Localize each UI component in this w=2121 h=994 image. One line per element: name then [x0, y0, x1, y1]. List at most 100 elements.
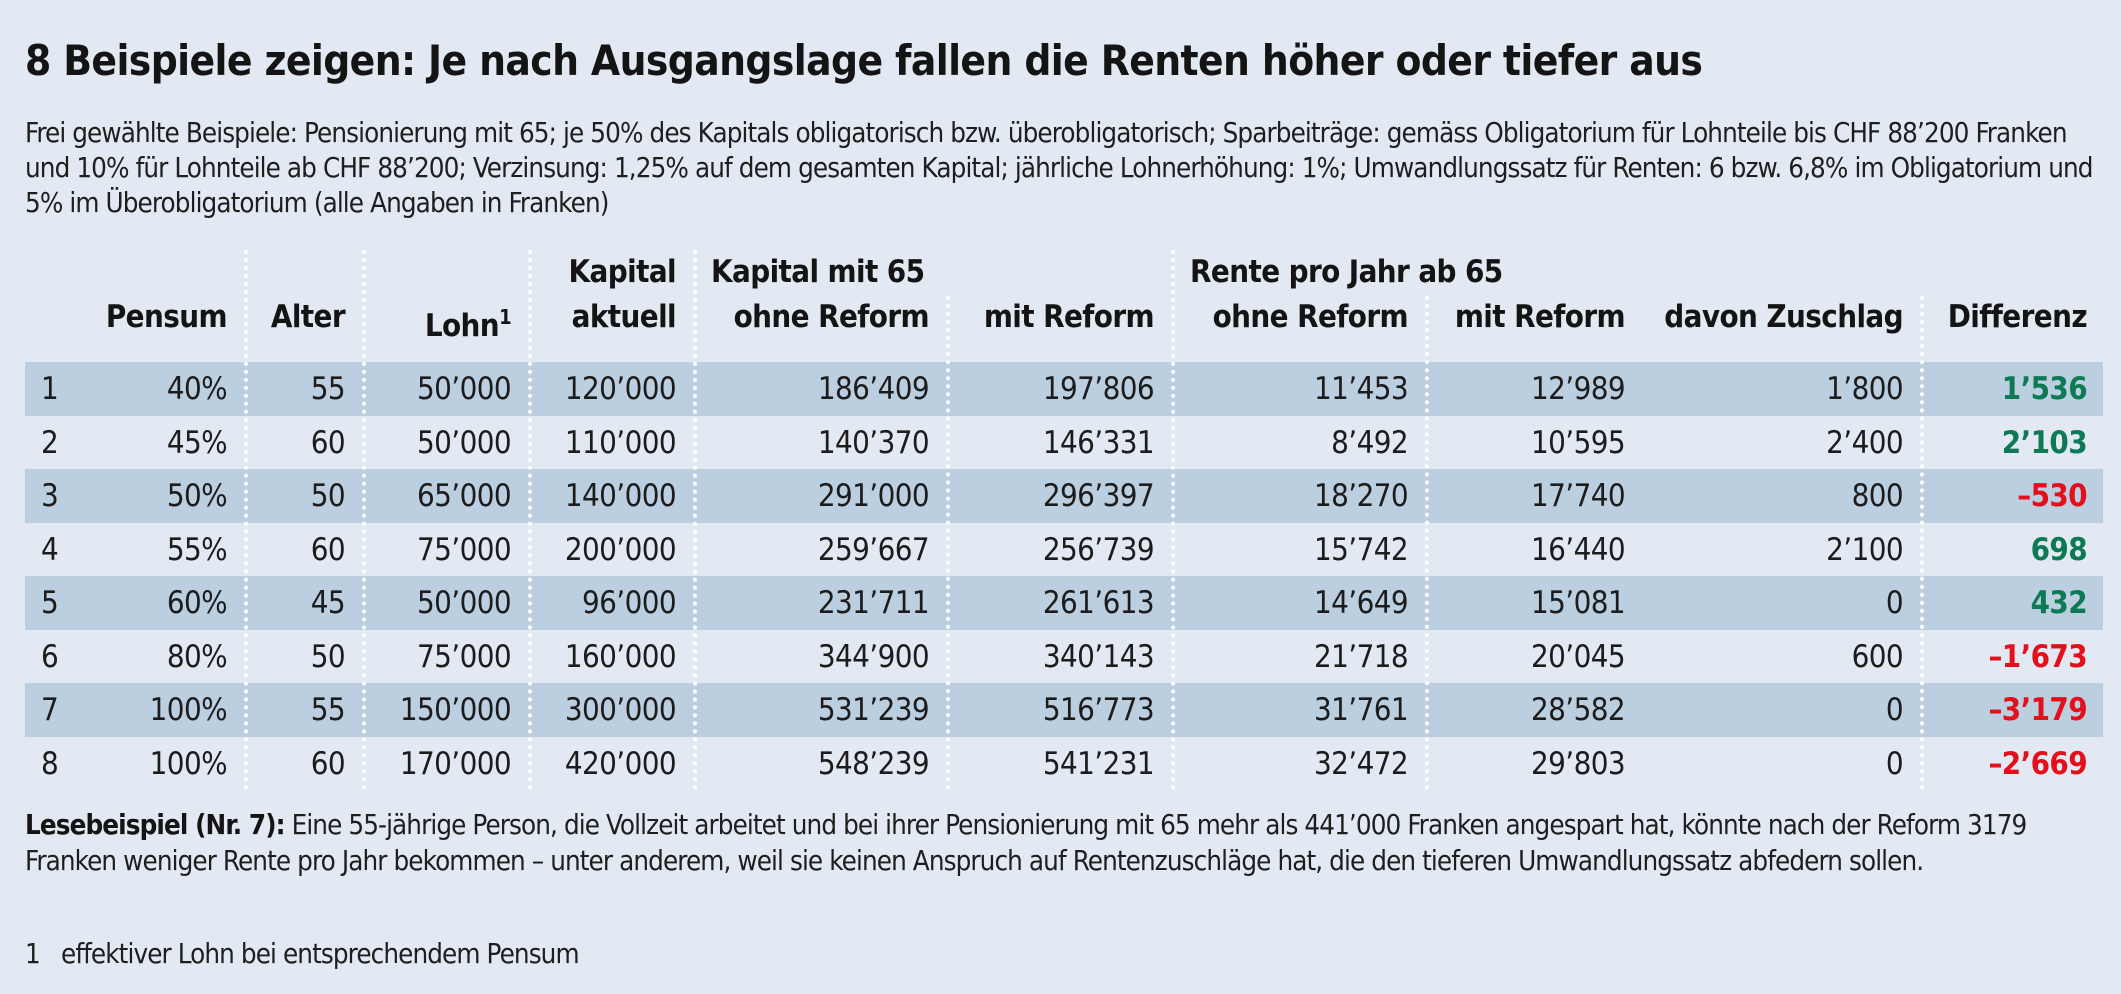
cell-zuschlag: 0: [1885, 692, 1904, 728]
table-row: 4 55% 60 75’000 200’000 259’667 256’739 15’742 1…: [25, 523, 2103, 577]
cell-nr: 7: [41, 692, 59, 728]
cell-rente-ohne: 8’492: [1331, 424, 1408, 461]
cell-kapital-ohne: 531’239: [817, 692, 930, 728]
cell-rente-ohne: 14’649: [1314, 585, 1409, 621]
header-davon-zuschlag: davon Zuschlag: [1664, 299, 1903, 335]
cell-rente-mit: 20’045: [1531, 638, 1626, 675]
header-lohn: Lohn1: [424, 295, 512, 348]
table-row: 1 40% 55 50’000 120’000 186’409 197’806 11’453 1…: [25, 362, 2103, 416]
cell-kapital-ohne: 140’370: [817, 424, 930, 461]
cell-nr: 2: [41, 424, 59, 461]
cell-kapital-ohne: 186’409: [817, 371, 930, 407]
cell-rente-mit: 17’740: [1531, 478, 1626, 514]
cell-kapital-aktuell: 140’000: [564, 478, 677, 514]
cell-rente-ohne: 21’718: [1314, 638, 1409, 675]
cell-rente-ohne: 18’270: [1314, 478, 1409, 514]
cell-nr: 8: [41, 745, 59, 782]
cell-lohn: 75’000: [417, 638, 512, 675]
cell-lohn: 75’000: [417, 531, 512, 568]
cell-differenz: 1’536: [2001, 371, 2088, 407]
cell-kapital-ohne: 259’667: [817, 531, 930, 568]
cell-alter: 50: [310, 478, 346, 514]
column-divider: [693, 250, 697, 790]
cell-kapital-ohne: 291’000: [817, 478, 930, 514]
cell-rente-mit: 28’582: [1531, 692, 1626, 728]
cell-rente-mit: 12’989: [1531, 371, 1626, 407]
cell-kapital-aktuell: 110’000: [564, 424, 677, 461]
intro-text: Frei gewählte Beispiele: Pensionierung m…: [25, 117, 2093, 219]
cell-differenz: –3’179: [1988, 692, 2087, 728]
header-lohn-label: Lohn: [424, 308, 500, 344]
cell-differenz: –530: [2017, 478, 2087, 514]
footnote-text: effektiver Lohn bei entsprechendem Pensu…: [61, 938, 580, 970]
header-group-rente-pro-jahr: Rente pro Jahr ab 65: [1190, 254, 1503, 290]
cell-kapital-mit: 340’143: [1042, 638, 1155, 675]
cell-rente-mit: 16’440: [1531, 531, 1626, 568]
cell-zuschlag: 600: [1851, 638, 1904, 675]
cell-kapital-aktuell: 420’000: [564, 745, 677, 782]
column-divider: [946, 296, 950, 790]
cell-differenz: 2’103: [2001, 424, 2088, 461]
table-row: 6 80% 50 75’000 160’000 344’900 340’143 21’718 2…: [25, 630, 2103, 684]
column-divider: [362, 250, 366, 790]
table-row: 8 100% 60 170’000 420’000 548’239 541’231 32’47…: [25, 737, 2103, 791]
cell-differenz: 432: [2030, 585, 2088, 621]
cell-pensum: 100%: [149, 692, 228, 728]
footnote-marker: 1: [499, 305, 512, 329]
page-title: 8 Beispiele zeigen: Je nach Ausgangslage…: [25, 36, 1703, 85]
cell-rente-ohne: 31’761: [1314, 692, 1409, 728]
cell-nr: 5: [41, 585, 59, 621]
cell-differenz: –1’673: [1988, 638, 2087, 675]
footnote: 1 effektiver Lohn bei entsprechendem Pens…: [25, 938, 580, 970]
cell-alter: 60: [310, 531, 346, 568]
header-pensum: Pensum: [105, 299, 228, 335]
cell-kapital-mit: 261’613: [1042, 585, 1155, 621]
cell-alter: 60: [310, 745, 346, 782]
column-divider: [244, 250, 248, 790]
cell-differenz: 698: [2030, 531, 2088, 568]
cell-zuschlag: 800: [1851, 478, 1904, 514]
column-divider: [528, 250, 532, 790]
cell-kapital-aktuell: 200’000: [564, 531, 677, 568]
column-divider: [1171, 250, 1175, 790]
cell-alter: 60: [310, 424, 346, 461]
table-row: 3 50% 50 65’000 140’000 291’000 296’397 18’270 1…: [25, 469, 2103, 523]
cell-kapital-mit: 197’806: [1042, 371, 1155, 407]
cell-pensum: 50%: [166, 478, 228, 514]
cell-kapital-mit: 296’397: [1042, 478, 1155, 514]
table-row: 7 100% 55 150’000 300’000 531’239 516’773 31’76…: [25, 683, 2103, 737]
column-divider: [1425, 296, 1429, 790]
cell-kapital-aktuell: 120’000: [564, 371, 677, 407]
cell-pensum: 55%: [166, 531, 228, 568]
cell-pensum: 60%: [166, 585, 228, 621]
header-kapital-ohne-reform: ohne Reform: [733, 299, 930, 335]
cell-rente-ohne: 15’742: [1314, 531, 1409, 568]
table-row: 5 60% 45 50’000 96’000 231’711 261’613 14’649 15…: [25, 576, 2103, 630]
cell-kapital-mit: 256’739: [1042, 531, 1155, 568]
cell-alter: 50: [310, 638, 346, 675]
header-rente-ohne-reform: ohne Reform: [1212, 299, 1409, 335]
cell-pensum: 80%: [166, 638, 228, 675]
header-kapital-aktuell-line2: aktuell: [571, 299, 677, 335]
cell-kapital-mit: 541’231: [1042, 745, 1155, 782]
cell-rente-mit: 29’803: [1531, 745, 1626, 782]
cell-kapital-aktuell: 300’000: [564, 692, 677, 728]
table-row: 2 45% 60 50’000 110’000 140’370 146’331 8’492 10…: [25, 416, 2103, 470]
cell-zuschlag: 0: [1885, 745, 1904, 782]
footnote-number: 1: [25, 938, 41, 970]
cell-kapital-ohne: 231’711: [817, 585, 930, 621]
cell-lohn: 50’000: [417, 424, 512, 461]
cell-kapital-mit: 146’331: [1042, 424, 1155, 461]
column-divider: [1920, 296, 1924, 790]
cell-alter: 45: [310, 585, 346, 621]
reading-example-text: Eine 55-jährige Person, die Vollzeit arb…: [25, 809, 2027, 877]
header-group-kapital-mit-65: Kapital mit 65: [711, 254, 925, 290]
header-alter: Alter: [270, 299, 346, 335]
cell-lohn: 170’000: [399, 745, 512, 782]
cell-alter: 55: [310, 371, 346, 407]
cell-nr: 1: [41, 371, 59, 407]
header-kapital-mit-reform: mit Reform: [983, 299, 1155, 335]
cell-pensum: 45%: [166, 424, 228, 461]
cell-zuschlag: 1’800: [1826, 371, 1903, 407]
cell-nr: 4: [41, 531, 59, 568]
